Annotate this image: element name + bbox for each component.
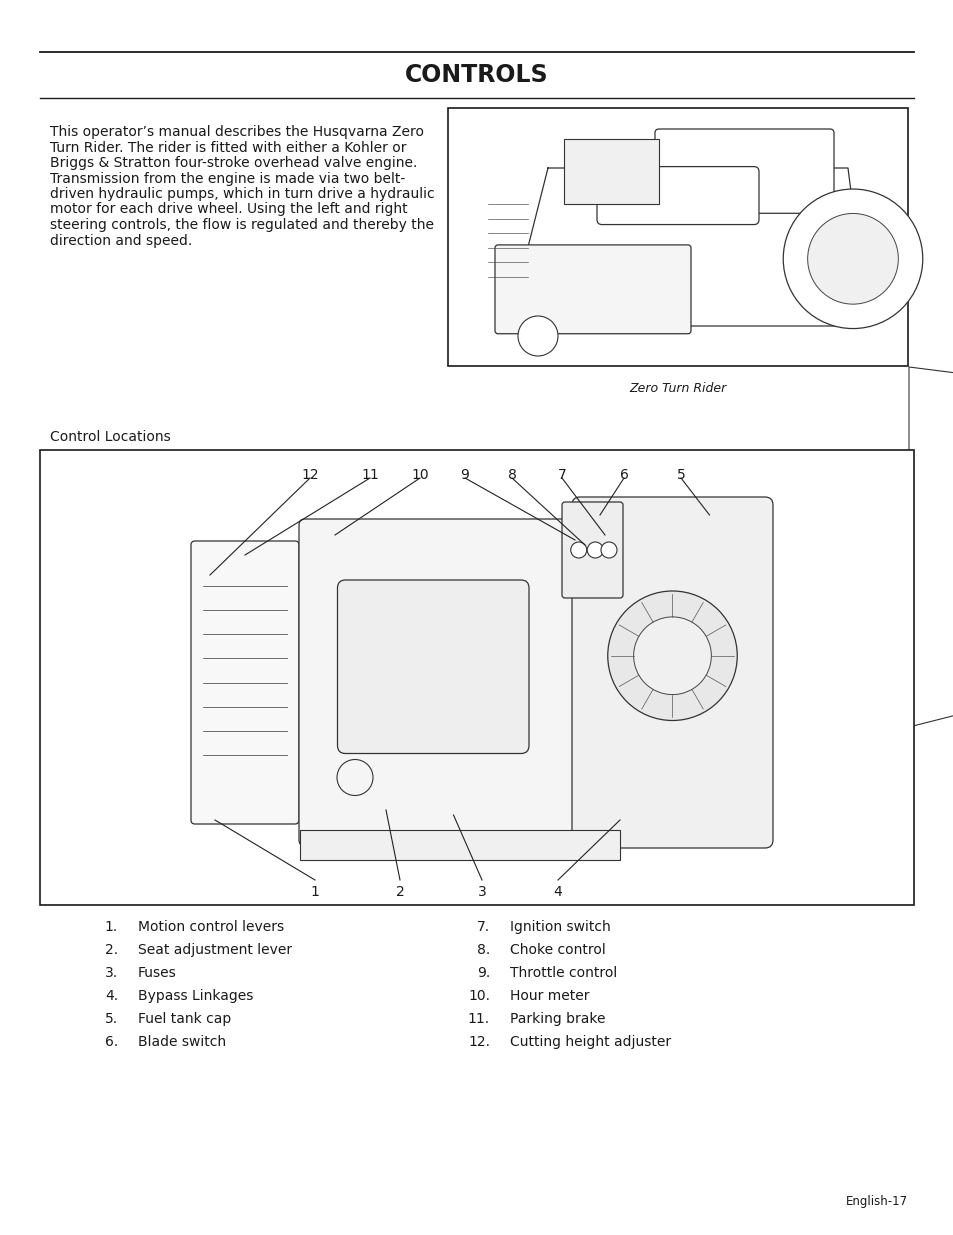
- Text: Throttle control: Throttle control: [510, 966, 617, 981]
- Bar: [40, 450, 913, 905]
- Text: Cutting height adjuster: Cutting height adjuster: [510, 1035, 670, 1049]
- Text: 7.: 7.: [476, 920, 490, 934]
- FancyBboxPatch shape: [298, 519, 580, 846]
- Text: Seat adjustment lever: Seat adjustment lever: [138, 944, 292, 957]
- Text: 2: 2: [395, 885, 404, 899]
- Text: 3.: 3.: [105, 966, 118, 981]
- FancyBboxPatch shape: [191, 541, 298, 824]
- Text: Control Locations: Control Locations: [50, 430, 171, 445]
- Text: motor for each drive wheel. Using the left and right: motor for each drive wheel. Using the le…: [50, 203, 407, 216]
- Text: 6.: 6.: [105, 1035, 118, 1049]
- Text: steering controls, the flow is regulated and thereby the: steering controls, the flow is regulated…: [50, 219, 434, 232]
- FancyBboxPatch shape: [597, 167, 759, 225]
- Text: 12.: 12.: [468, 1035, 490, 1049]
- Text: Choke control: Choke control: [510, 944, 605, 957]
- Text: Fuel tank cap: Fuel tank cap: [138, 1011, 231, 1026]
- Text: Fuses: Fuses: [138, 966, 176, 981]
- Circle shape: [607, 592, 737, 720]
- Text: 12: 12: [301, 468, 318, 482]
- Text: 8: 8: [507, 468, 516, 482]
- FancyBboxPatch shape: [655, 128, 833, 214]
- Text: Zero Turn Rider: Zero Turn Rider: [629, 382, 726, 395]
- Text: Hour meter: Hour meter: [510, 989, 589, 1003]
- Bar: [299, 830, 619, 860]
- FancyBboxPatch shape: [337, 580, 529, 753]
- Text: 9: 9: [460, 468, 469, 482]
- Text: 6: 6: [618, 468, 628, 482]
- Text: CONTROLS: CONTROLS: [405, 63, 548, 86]
- Text: 7: 7: [558, 468, 566, 482]
- Circle shape: [517, 316, 558, 356]
- Text: Parking brake: Parking brake: [510, 1011, 605, 1026]
- Circle shape: [570, 542, 586, 558]
- Bar: [563, 138, 659, 204]
- Circle shape: [587, 542, 602, 558]
- Text: driven hydraulic pumps, which in turn drive a hydraulic: driven hydraulic pumps, which in turn dr…: [50, 186, 435, 201]
- Text: 2.: 2.: [105, 944, 118, 957]
- FancyBboxPatch shape: [561, 501, 622, 598]
- FancyBboxPatch shape: [572, 496, 772, 848]
- Text: 10: 10: [411, 468, 428, 482]
- Text: 11.: 11.: [467, 1011, 490, 1026]
- Text: direction and speed.: direction and speed.: [50, 233, 193, 247]
- Text: Transmission from the engine is made via two belt-: Transmission from the engine is made via…: [50, 172, 405, 185]
- Text: 4: 4: [553, 885, 561, 899]
- Text: Briggs & Stratton four-stroke overhead valve engine.: Briggs & Stratton four-stroke overhead v…: [50, 156, 417, 170]
- Text: 5: 5: [676, 468, 684, 482]
- FancyBboxPatch shape: [495, 245, 690, 333]
- Text: Blade switch: Blade switch: [138, 1035, 226, 1049]
- Text: 11: 11: [361, 468, 378, 482]
- Circle shape: [336, 760, 373, 795]
- Text: 4.: 4.: [105, 989, 118, 1003]
- Text: This operator’s manual describes the Husqvarna Zero: This operator’s manual describes the Hus…: [50, 125, 423, 140]
- Text: 5.: 5.: [105, 1011, 118, 1026]
- Text: 1: 1: [311, 885, 319, 899]
- Text: 9.: 9.: [476, 966, 490, 981]
- Text: Motion control levers: Motion control levers: [138, 920, 284, 934]
- Text: 3: 3: [477, 885, 486, 899]
- Circle shape: [600, 542, 617, 558]
- Circle shape: [633, 618, 711, 694]
- Text: 1.: 1.: [105, 920, 118, 934]
- Circle shape: [807, 214, 898, 304]
- Bar: [448, 107, 907, 366]
- Text: English‑17: English‑17: [845, 1195, 907, 1208]
- Text: Ignition switch: Ignition switch: [510, 920, 610, 934]
- Circle shape: [782, 189, 922, 329]
- Text: Turn Rider. The rider is fitted with either a Kohler or: Turn Rider. The rider is fitted with eit…: [50, 141, 406, 154]
- Text: 10.: 10.: [468, 989, 490, 1003]
- Text: 8.: 8.: [476, 944, 490, 957]
- Text: Bypass Linkages: Bypass Linkages: [138, 989, 253, 1003]
